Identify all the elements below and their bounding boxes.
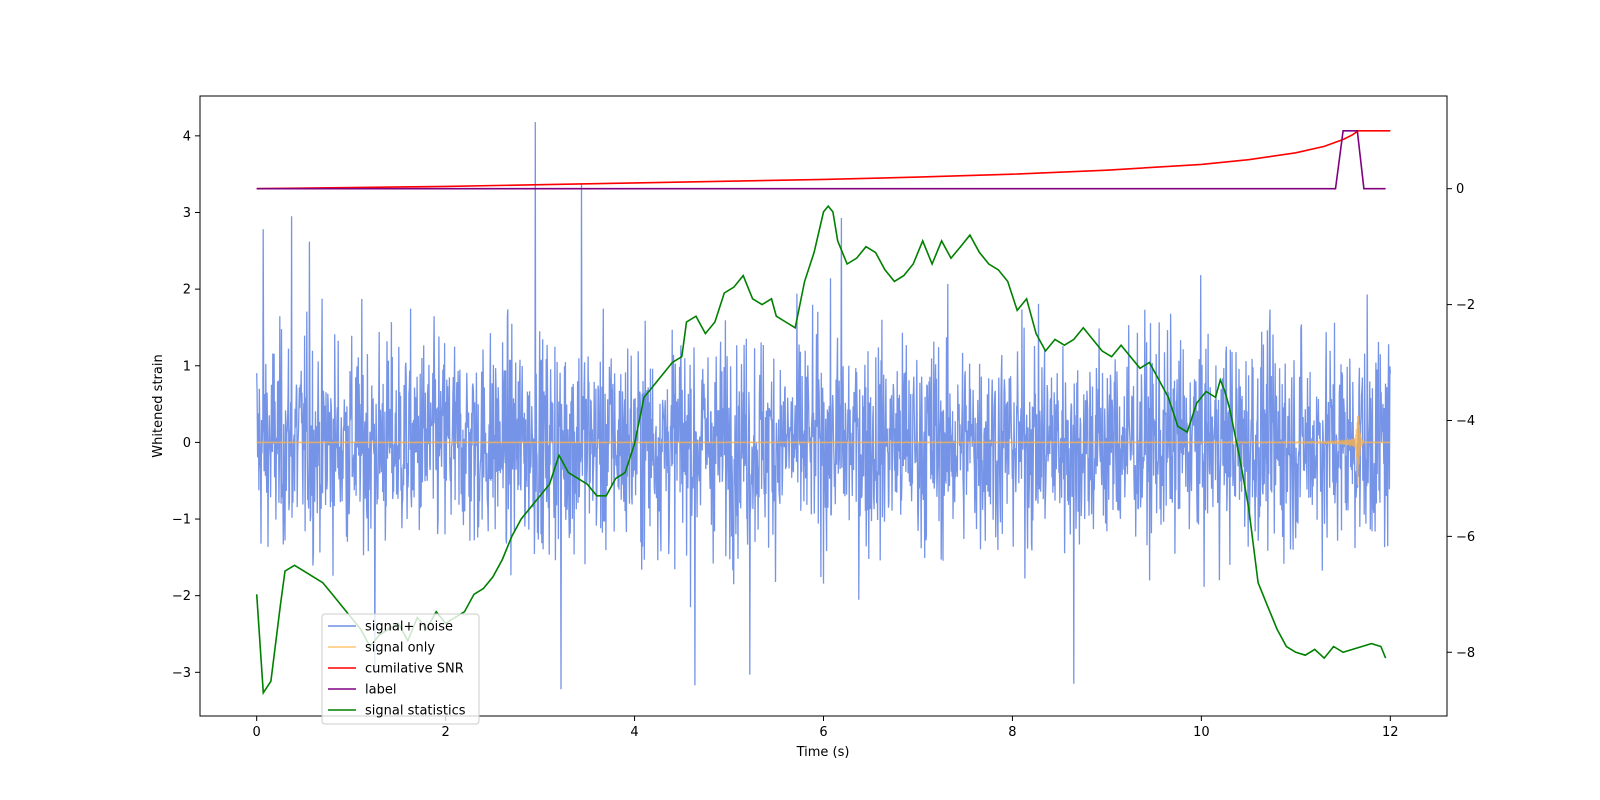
x-tick-label: 10 — [1193, 725, 1210, 740]
legend-label-label: label — [365, 683, 396, 698]
y2-tick-label: −4 — [1456, 414, 1475, 429]
y-tick-label: 1 — [183, 359, 191, 374]
y2-tick-label: −2 — [1456, 298, 1475, 313]
legend-box — [321, 613, 480, 725]
y-tick-label: 2 — [183, 283, 191, 298]
y-tick-label: 4 — [183, 129, 191, 144]
y-tick-label: −1 — [172, 513, 191, 528]
y-axis-label: Whitened strain — [151, 354, 166, 457]
series-line-signal-only — [256, 415, 1391, 486]
x-tick-label: 2 — [441, 725, 449, 740]
legend-label-signal-statistics: signal statistics — [365, 704, 466, 719]
x-tick-label: 8 — [1008, 725, 1016, 740]
legend-label-cumilative-snr: cumilative SNR — [365, 662, 464, 677]
legend-label-signal-noise: signal+ noise — [365, 620, 453, 635]
y-tick-label: 0 — [183, 436, 191, 451]
x-tick-label: 0 — [253, 725, 261, 740]
y-tick-label: −2 — [172, 589, 191, 604]
x-tick-label: 6 — [819, 725, 827, 740]
y-axis: −3 −2 −1 0 1 2 3 4 — [172, 129, 200, 681]
y2-tick-label: 0 — [1456, 182, 1464, 197]
x-axis-label: Time (s) — [796, 745, 850, 760]
x-tick-label: 4 — [630, 725, 638, 740]
series-line-signal-noise — [256, 122, 1391, 690]
legend-label-signal-only: signal only — [365, 641, 435, 656]
y-tick-label: −3 — [172, 666, 191, 681]
y-tick-label: 3 — [183, 206, 191, 221]
x-tick-label: 12 — [1382, 725, 1399, 740]
series-line-label — [256, 130, 1386, 190]
y2-tick-label: −6 — [1456, 530, 1475, 545]
x-axis: 0 2 4 6 8 10 12 — [253, 716, 1399, 740]
y2-axis-right: −8 −6 −4 −2 0 — [1447, 182, 1475, 661]
y2-tick-label: −8 — [1456, 646, 1475, 661]
legend: signal+ noise signal only cumilative SNR la… — [321, 613, 480, 725]
series-line-cumilative-snr — [256, 130, 1391, 190]
